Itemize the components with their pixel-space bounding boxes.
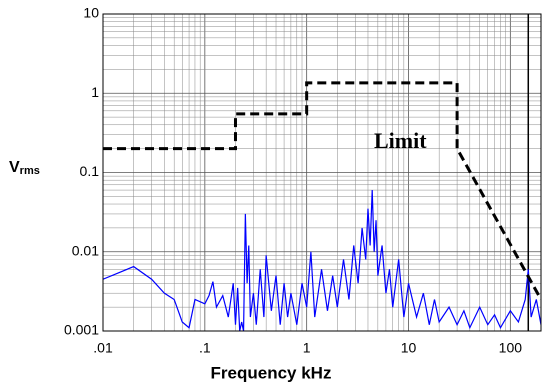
x-tick-label: 100 xyxy=(499,340,523,356)
x-tick-label: 10 xyxy=(401,340,417,356)
grid xyxy=(102,13,542,332)
signal-line xyxy=(103,190,541,331)
plot-frame xyxy=(102,13,542,332)
y-tick-label: 0.001 xyxy=(64,322,99,338)
y-tick-label: 1 xyxy=(91,84,99,100)
plot-area xyxy=(103,14,541,331)
x-axis-label: Frequency kHz xyxy=(211,363,332,382)
y-tick-label: 10 xyxy=(83,5,99,21)
y-axis-label-main: V xyxy=(9,159,20,176)
y-axis-label-sub: rms xyxy=(20,165,40,177)
y-tick-label: 0.01 xyxy=(72,242,99,258)
x-tick-label: .1 xyxy=(199,340,211,356)
x-tick-label: 1 xyxy=(303,340,311,356)
limit-line xyxy=(103,81,541,301)
y-tick-label: 0.1 xyxy=(80,163,100,179)
annotation: Limit xyxy=(374,128,427,153)
y-axis-label: Vrms xyxy=(9,159,40,177)
x-tick-label: .01 xyxy=(93,340,113,356)
